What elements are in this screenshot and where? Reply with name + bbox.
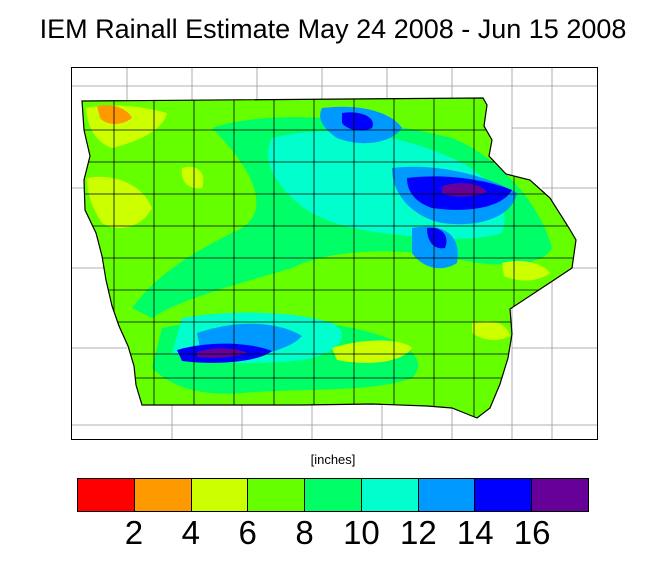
- legend-swatch-0: [78, 479, 135, 511]
- legend-tick-label: 4: [181, 514, 200, 551]
- rainfall-map: [71, 67, 598, 440]
- legend-tick-label: 12: [399, 514, 437, 551]
- legend-tick-label: 6: [238, 514, 257, 551]
- units-label: [inches]: [310, 452, 356, 467]
- legend-tick-label: 2: [124, 514, 144, 551]
- iowa-outline: [81, 97, 577, 419]
- legend-swatch-6: [418, 479, 476, 511]
- legend-tick-label: 14: [456, 514, 494, 551]
- legend-tick-label: 8: [295, 514, 314, 551]
- legend-swatch-4: [305, 479, 362, 511]
- legend-swatch-2: [191, 479, 249, 511]
- legend-swatch-1: [134, 479, 192, 511]
- rainfall-field: [82, 98, 576, 418]
- legend-swatch-7: [475, 479, 533, 511]
- legend-swatch-5: [361, 479, 419, 511]
- legend-tick-label: 16: [513, 514, 551, 551]
- legend-swatch-3: [248, 479, 306, 511]
- map-title: IEM Rainall Estimate May 24 2008 - Jun 1…: [39, 14, 627, 44]
- color-legend-bar: [77, 478, 589, 512]
- legend-tick-label: 10: [343, 514, 380, 551]
- legend-swatch-8: [532, 479, 589, 511]
